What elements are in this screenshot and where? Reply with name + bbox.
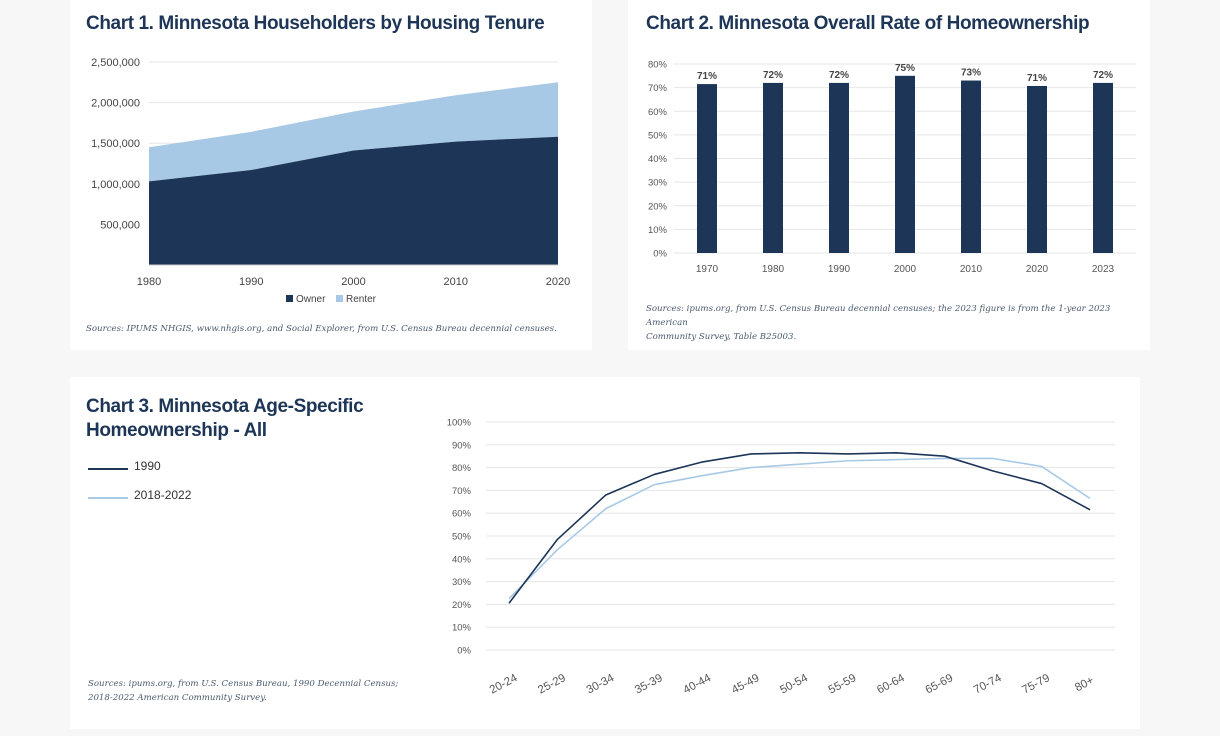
chart2-bar (961, 80, 981, 253)
chart2-source-line2: Community Survey, Table B25003. (646, 332, 797, 342)
chart3-source: Sources: ipums.org, from U.S. Census Bur… (88, 677, 398, 705)
chart3-x-tick-label: 50-54 (778, 672, 810, 697)
chart3-svg: 0% 10% 20% 30% 40% 50% 60% 70% 80% 90% 100% 20-24 25… (447, 418, 1115, 697)
chart3-y-tick-label: 20% (452, 600, 472, 611)
chart3-y-tick-label: 30% (452, 577, 472, 588)
chart3-x-tick-label: 75-79 (1020, 672, 1052, 696)
chart1-y-tick-label: 500,000 (100, 219, 140, 231)
legend-label-1990: 1990 (134, 459, 161, 473)
chart3-x-tick-label: 70-74 (972, 672, 1004, 697)
chart3-panel: Chart 3. Minnesota Age-Specific Homeowne… (70, 377, 1140, 729)
chart2-bar (1093, 82, 1113, 254)
chart3-y-tick-label: 100% (447, 418, 472, 429)
chart3-x-tick-label: 20-24 (488, 672, 520, 697)
chart3-line-2018-2022 (508, 457, 1091, 600)
legend-swatch-1990 (88, 468, 128, 470)
chart2-data-label: 75% (895, 63, 915, 74)
chart3-y-tick-label: 10% (452, 623, 472, 634)
chart1-source: Sources: IPUMS NHGIS, www.nhgis.org, and… (86, 324, 557, 334)
chart3-x-tick-label: 40-44 (681, 672, 713, 697)
chart1-svg: 500,000 1,000,000 1,500,000 2,000,000 2,500,… (91, 57, 570, 305)
chart1-x-tick-label: 1990 (239, 276, 263, 288)
chart2-y-tick-label: 80% (648, 60, 668, 71)
chart2-source-line1: Sources: ipums.org, from U.S. Census Bur… (646, 304, 1111, 328)
chart3-x-tick-label: 35-39 (633, 672, 665, 696)
chart3-y-tick-label: 0% (457, 646, 471, 657)
chart2-y-tick-label: 50% (648, 130, 668, 141)
chart2-x-tick-label: 2000 (894, 264, 917, 275)
chart2-x-tick-label: 2020 (1026, 264, 1049, 275)
chart3-x-tick-label: 45-49 (730, 672, 762, 696)
chart3-x-tick-label: 65-69 (924, 672, 956, 696)
chart2-bar (1027, 85, 1047, 253)
chart3-y-tick-label: 90% (452, 440, 472, 451)
chart2-panel: Chart 2. Minnesota Overall Rate of Homeo… (628, 0, 1150, 350)
chart3-y-tick-label: 60% (452, 509, 472, 520)
chart2-bar (763, 82, 783, 254)
chart3-title: Chart 3. Minnesota Age-Specific Homeowne… (86, 395, 364, 443)
chart1-x-tick-label: 2020 (546, 276, 570, 288)
chart3-legend-item-1990: 1990 (88, 459, 288, 479)
chart3-x-tick-label: 80+ (1073, 674, 1096, 694)
chart3-y-tick-label: 70% (452, 486, 472, 497)
chart2-data-label: 71% (1027, 73, 1047, 84)
chart2-source: Sources: ipums.org, from U.S. Census Bur… (646, 302, 1150, 344)
legend-swatch-2018-2022 (88, 497, 128, 499)
chart1-legend-label-renter: Renter (346, 294, 377, 305)
chart2-x-tick-label: 2010 (960, 264, 983, 275)
chart3-source-line1: Sources: ipums.org, from U.S. Census Bur… (88, 679, 399, 689)
chart2-x-tick-label: 2023 (1092, 264, 1115, 275)
chart2-y-tick-label: 60% (648, 107, 668, 118)
chart2-svg: 0% 10% 20% 30% 40% 50% 60% 70% 80% 71% 1970 72% 1980… (648, 60, 1136, 275)
chart2-data-label: 72% (1093, 70, 1113, 81)
chart2-y-tick-label: 40% (648, 154, 668, 165)
chart2-title: Chart 2. Minnesota Overall Rate of Homeo… (646, 13, 1090, 34)
chart3-x-tick-label: 25-29 (536, 672, 568, 696)
chart2-y-tick-label: 0% (653, 249, 667, 260)
chart2-x-tick-label: 1990 (828, 264, 851, 275)
legend-label-2018-2022: 2018-2022 (134, 488, 192, 502)
chart1-area-renter (149, 82, 558, 182)
chart3-legend-item-2018-2022: 2018-2022 (88, 488, 288, 508)
chart3-y-tick-label: 40% (452, 554, 472, 565)
chart2-x-tick-label: 1970 (696, 264, 719, 275)
chart2-y-tick-label: 10% (648, 225, 668, 236)
chart3-source-line2: 2018-2022 American Community Survey. (88, 693, 267, 703)
chart2-data-label: 72% (829, 70, 849, 81)
chart3-x-tick-label: 30-34 (585, 672, 617, 697)
chart3-y-tick-label: 80% (452, 463, 472, 474)
chart1-legend-label-owner: Owner (296, 294, 326, 305)
chart1-panel: Chart 1. Minnesota Householders by Housi… (70, 0, 592, 350)
chart2-y-tick-label: 20% (648, 201, 668, 212)
chart2-bar (895, 75, 915, 253)
chart1-x-tick-label: 2000 (341, 276, 365, 288)
chart3-title-line1: Chart 3. Minnesota Age-Specific (86, 396, 364, 417)
chart3-x-tick-label: 55-59 (827, 672, 859, 696)
chart1-x-tick-label: 2010 (444, 276, 468, 288)
chart2-bar (697, 84, 717, 253)
chart1-y-tick-label: 1,500,000 (91, 138, 140, 150)
chart1-legend-swatch-renter (336, 295, 343, 302)
chart1-y-tick-label: 2,500,000 (91, 57, 140, 69)
chart2-x-tick-label: 1980 (762, 264, 785, 275)
chart2-bar (829, 82, 849, 254)
chart2-data-label: 72% (763, 70, 783, 81)
chart2-y-tick-label: 70% (648, 83, 668, 94)
chart1-legend-swatch-owner (286, 295, 293, 302)
chart2-y-tick-label: 30% (648, 178, 668, 189)
chart3-title-line2: Homeownership - All (86, 420, 267, 441)
chart1-title: Chart 1. Minnesota Householders by Housi… (86, 13, 545, 34)
chart2-data-label: 73% (961, 68, 981, 79)
chart1-y-tick-label: 1,000,000 (91, 179, 140, 191)
chart2-data-label: 71% (697, 71, 717, 82)
chart1-area-owner (149, 136, 558, 265)
chart1-y-tick-label: 2,000,000 (91, 98, 140, 110)
chart3-y-tick-label: 50% (452, 532, 472, 543)
chart3-x-tick-label: 60-64 (875, 672, 907, 697)
chart3-line-1990 (508, 451, 1091, 604)
chart1-x-tick-label: 1980 (137, 276, 161, 288)
